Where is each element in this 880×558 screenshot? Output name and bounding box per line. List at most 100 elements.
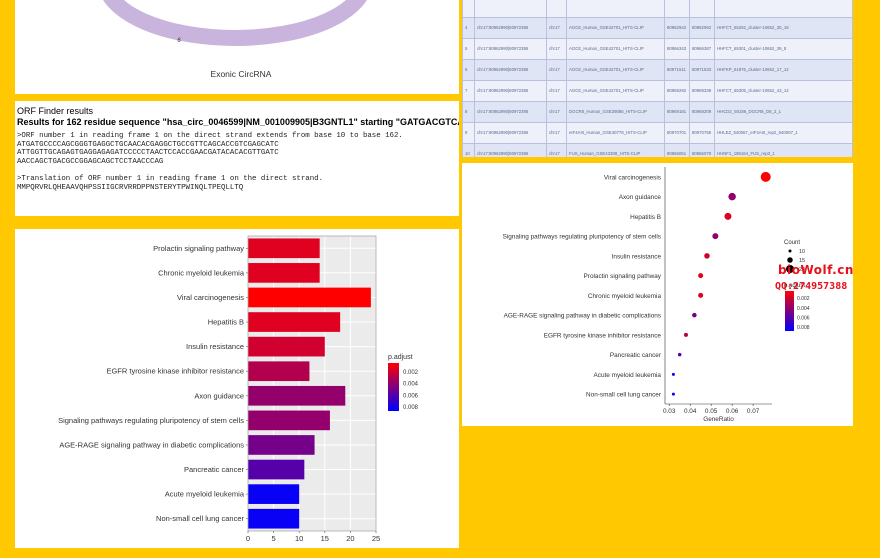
category-label: Insulin resistance bbox=[186, 342, 244, 351]
size-legend-dot bbox=[786, 265, 794, 273]
size-legend-title: Count bbox=[784, 240, 800, 246]
table-cell: AGO2_Human_GSE42701_HITS-CLIP bbox=[566, 38, 665, 60]
category-label: Chronic myeloid leukemia bbox=[588, 293, 662, 300]
table-cell: HHFCT_65301_cluster-10652_39_8 bbox=[714, 38, 853, 60]
table-cell bbox=[474, 0, 547, 18]
table-cell bbox=[664, 0, 690, 18]
table-cell: chr17:80962990|80972395 bbox=[474, 38, 547, 60]
table-cell: 80969338 bbox=[689, 80, 715, 102]
category-label: Viral carcinogenesis bbox=[604, 174, 661, 181]
bar bbox=[248, 287, 371, 308]
orf-line: ATGATGCCCCAGCGGGTGAGGCTGCAACACGAGGCTGCCG… bbox=[17, 140, 279, 149]
x-tick-label: 5 bbox=[272, 534, 276, 543]
category-label: Prolactin signaling pathway bbox=[584, 273, 662, 280]
category-label: EGFR tyrosine kinase inhibitor resistanc… bbox=[106, 367, 244, 376]
table-cell: 80970701 bbox=[664, 122, 690, 144]
bar bbox=[248, 508, 300, 529]
table-cell: 80969181 bbox=[664, 101, 690, 123]
table-cell: 80971533 bbox=[689, 59, 715, 81]
table-cell: 10 bbox=[462, 143, 475, 157]
table-row: 9 chr17:80962990|80972395 chr17 eIF4AIII_Hu… bbox=[462, 122, 853, 144]
orf-line: AACCAGCTGACGCCGGAGCAGCTCCTAACCCAG bbox=[17, 157, 164, 166]
table-cell: chr17:80962990|80972395 bbox=[474, 122, 547, 144]
table-cell: HHNF1_186164_FUS_rep3_1 bbox=[714, 143, 853, 157]
colorbar-tick-label: 0.006 bbox=[797, 316, 810, 322]
table-cell: 80969209 bbox=[689, 101, 715, 123]
size-legend-dot bbox=[787, 257, 793, 263]
x-tick-label: 25 bbox=[372, 534, 380, 543]
table-row: 5 chr17:80962990|80972395 chr17 AGO2_Human_… bbox=[462, 38, 853, 60]
table-cell: 80966343 bbox=[664, 38, 690, 60]
table-cell: 7 bbox=[462, 80, 475, 102]
table-cell: chr17 bbox=[546, 17, 567, 39]
plot-border bbox=[247, 235, 377, 532]
category-label: Signaling pathways regulating pluripoten… bbox=[503, 234, 661, 241]
x-tick-label: 10 bbox=[295, 534, 303, 543]
table-cell: chr17 bbox=[546, 80, 567, 102]
dot bbox=[760, 171, 771, 182]
table-row: 8 chr17:80962990|80972395 chr17 DGCR8_Human… bbox=[462, 101, 853, 123]
kegg-bar-chart: Prolactin signaling pathway Chronic myelo… bbox=[58, 235, 419, 543]
orf-line: MMPQRVRLQHEAAVQHPSSIIGCRVRRDPPNSTERYTPWI… bbox=[17, 183, 244, 192]
size-legend-label: 10 bbox=[799, 249, 805, 255]
orf-finder-panel: ORF Finder results Results for 162 resid… bbox=[15, 101, 459, 216]
table-cell: HHCD2_50186_DGCR8_D8_2_1 bbox=[714, 101, 853, 123]
kegg-dot-plot-panel: Viral carcinogenesis Axon guidance Hepatit… bbox=[462, 163, 853, 426]
bar bbox=[248, 459, 305, 480]
bar bbox=[248, 336, 325, 357]
x-tick-label: 0 bbox=[246, 534, 250, 543]
x-tick-label: 0.04 bbox=[684, 408, 697, 415]
colorbar-tick-label: 0.008 bbox=[403, 405, 419, 411]
circrna-segment-number: 6 bbox=[177, 38, 181, 44]
table-cell: chr17:80962990|80972395 bbox=[474, 80, 547, 102]
bar bbox=[248, 385, 346, 406]
circrna-diagram: 6 Exonic CircRNA bbox=[103, 0, 367, 79]
table-cell: 80962992 bbox=[689, 17, 715, 39]
table-cell: chr17 bbox=[546, 122, 567, 144]
dot bbox=[683, 332, 688, 337]
category-label: Acute myeloid leukemia bbox=[594, 372, 662, 379]
table-cell bbox=[714, 0, 853, 18]
dot bbox=[728, 192, 736, 201]
table-cell: 9 bbox=[462, 122, 475, 144]
x-tick-label: 0.07 bbox=[747, 408, 760, 415]
table-cell: 5 bbox=[462, 38, 475, 60]
colorbar bbox=[785, 291, 794, 331]
table-cell: 6 bbox=[462, 59, 475, 81]
table-cell: chr17 bbox=[546, 101, 567, 123]
dot bbox=[724, 212, 732, 220]
plot-background bbox=[248, 236, 376, 531]
table-cell: AGO2_Human_GSE42701_HITS-CLIP bbox=[566, 59, 665, 81]
category-label: Chronic myeloid leukemia bbox=[158, 268, 245, 277]
watermark-site: bioWolf.cn bbox=[778, 263, 854, 277]
table-cell: 80962942 bbox=[664, 17, 690, 39]
category-label: Axon guidance bbox=[194, 391, 244, 400]
category-label: Pancreatic cancer bbox=[184, 465, 245, 474]
x-tick-label: 15 bbox=[321, 534, 329, 543]
orf-line: >ORF number 1 in reading frame 1 on the … bbox=[17, 132, 403, 140]
table-cell: 80966079 bbox=[689, 143, 715, 157]
colorbar bbox=[388, 363, 399, 411]
table-cell: 8 bbox=[462, 101, 475, 123]
hits-table-panel: 4 chr17:80962990|80972395 chr17 AGO2_Human_… bbox=[462, 0, 853, 157]
bar bbox=[248, 238, 320, 259]
circrna-label: Exonic CircRNA bbox=[211, 69, 272, 79]
colorbar-title: p.adjust bbox=[388, 354, 413, 361]
category-label: Signaling pathways regulating pluripoten… bbox=[58, 416, 244, 425]
dot bbox=[692, 312, 697, 318]
size-legend-dot bbox=[788, 249, 792, 253]
dot bbox=[671, 372, 675, 376]
bar bbox=[248, 263, 320, 283]
orf-result-text: >ORF number 1 in reading frame 1 on the … bbox=[17, 132, 403, 192]
table-cell: DGCR8_Human_GSE39086_HITS-CLIP bbox=[566, 101, 665, 123]
category-label: AGE-RAGE signaling pathway in diabetic c… bbox=[504, 313, 661, 320]
table-row: 7 chr17:80962990|80972395 chr17 AGO2_Human_… bbox=[462, 80, 853, 102]
circrna-ring bbox=[103, 0, 367, 46]
colorbar-title: p.adjust bbox=[784, 283, 805, 289]
table-row: 6 chr17:80962990|80972395 chr17 AGO2_Human_… bbox=[462, 59, 853, 81]
category-label: Pancreatic cancer bbox=[610, 352, 662, 359]
table-cell: chr17 bbox=[546, 143, 567, 157]
circrna-panel: 6 Exonic CircRNA bbox=[15, 0, 459, 94]
table-cell: 80971511 bbox=[664, 59, 690, 81]
table-cell: 4 bbox=[462, 17, 475, 39]
